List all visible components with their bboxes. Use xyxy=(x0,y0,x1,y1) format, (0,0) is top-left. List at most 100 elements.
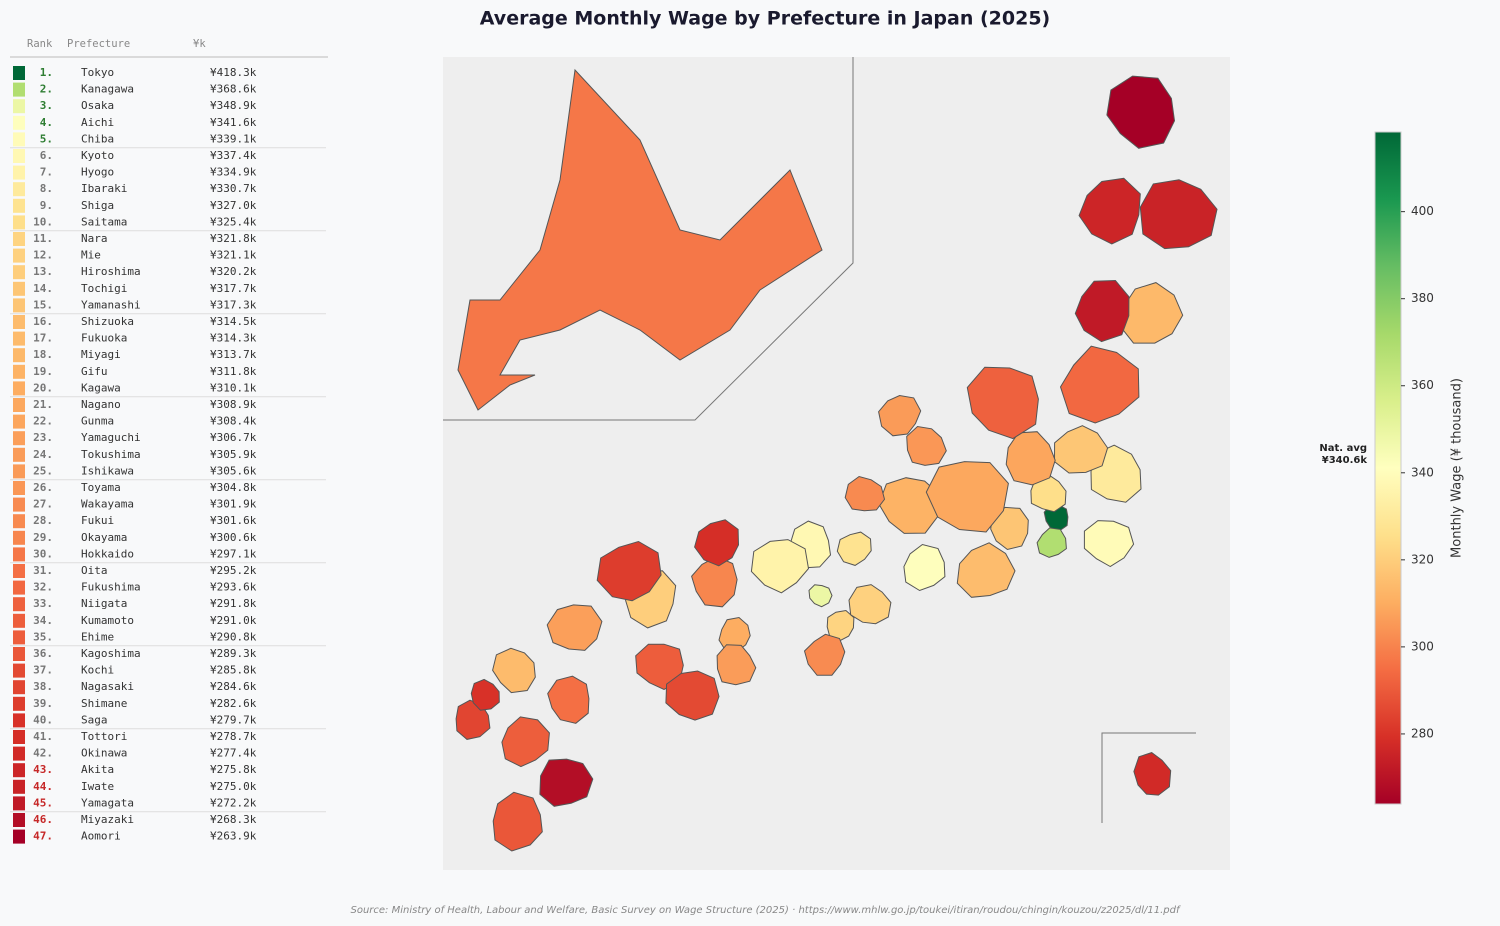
rank: 5. xyxy=(40,132,53,145)
rank: 2. xyxy=(40,83,53,96)
inset-frame xyxy=(1101,732,1196,823)
prefecture: Shiga xyxy=(81,199,114,212)
prefecture: Toyama xyxy=(81,481,121,494)
wage: ¥321.8k xyxy=(210,232,257,245)
colorbar-label: Monthly Wage (¥ thousand) xyxy=(1450,378,1465,558)
swatch xyxy=(13,82,25,97)
prefecture: Osaka xyxy=(81,99,114,112)
wage: ¥282.6k xyxy=(210,697,257,710)
rank: 24. xyxy=(33,448,53,461)
prefecture: Kochi xyxy=(81,664,114,677)
swatch xyxy=(13,182,25,197)
prefecture: Gifu xyxy=(81,365,108,378)
swatch xyxy=(13,763,25,778)
swatch xyxy=(13,115,25,130)
swatch xyxy=(13,248,25,263)
prefecture-shape xyxy=(694,519,740,567)
prefecture: Yamagata xyxy=(81,796,134,809)
rank: 21. xyxy=(33,398,53,411)
prefecture: Ishikawa xyxy=(81,464,134,477)
prefecture-shape xyxy=(1074,279,1130,343)
rank: 13. xyxy=(33,265,53,278)
prefecture-shape xyxy=(1106,75,1176,149)
rank: 45. xyxy=(33,796,53,809)
wage: ¥317.7k xyxy=(210,282,257,295)
rank: 47. xyxy=(33,830,53,843)
wage: ¥308.4k xyxy=(210,415,257,428)
swatch xyxy=(13,514,25,529)
wage: ¥291.0k xyxy=(210,614,257,627)
colorbar-tick-label: 300 xyxy=(1411,639,1434,653)
swatch xyxy=(13,597,25,612)
prefecture: Tochigi xyxy=(81,282,127,295)
prefecture-shape xyxy=(1083,520,1135,568)
wage: ¥314.5k xyxy=(210,315,257,328)
swatch xyxy=(13,414,25,429)
swatch xyxy=(13,364,25,379)
swatch xyxy=(13,713,25,728)
rank: 26. xyxy=(33,481,53,494)
swatch xyxy=(13,779,25,794)
colorbar-tick-label: 380 xyxy=(1411,291,1434,305)
rank: 46. xyxy=(33,813,53,826)
swatch xyxy=(13,398,25,412)
prefecture: Aichi xyxy=(81,116,114,129)
prefecture: Fukui xyxy=(81,514,114,527)
rank: 38. xyxy=(33,680,53,693)
rank: 16. xyxy=(33,315,53,328)
wage: ¥418.3k xyxy=(210,66,257,79)
rank: 43. xyxy=(33,763,53,776)
prefecture-shape xyxy=(966,366,1039,440)
prefecture-shape xyxy=(596,540,662,602)
wage: ¥293.6k xyxy=(210,581,257,594)
wage: ¥314.3k xyxy=(210,332,257,345)
swatch xyxy=(13,464,25,479)
wage: ¥334.9k xyxy=(210,166,257,179)
rank: 40. xyxy=(33,713,53,726)
rank: 20. xyxy=(33,381,53,394)
rank: 1. xyxy=(40,66,53,79)
prefecture: Oita xyxy=(81,564,108,577)
swatch xyxy=(13,149,25,163)
prefecture-shape xyxy=(492,647,536,694)
prefecture-shape xyxy=(1036,527,1067,558)
wage: ¥339.1k xyxy=(210,132,257,145)
prefecture: Mie xyxy=(81,249,101,262)
prefecture: Tokushima xyxy=(81,448,141,461)
swatch xyxy=(13,381,25,396)
swatch xyxy=(13,431,25,446)
swatch xyxy=(13,99,25,114)
prefecture-shape xyxy=(848,584,892,625)
swatch xyxy=(13,232,25,246)
prefecture-shape xyxy=(1133,752,1172,796)
rank: 7. xyxy=(40,166,53,179)
rank: 10. xyxy=(33,215,53,228)
prefecture-shape xyxy=(878,394,922,437)
rank: 25. xyxy=(33,464,53,477)
swatch xyxy=(13,547,25,562)
prefecture-shape xyxy=(492,791,543,852)
header-wage: ¥k xyxy=(193,38,206,50)
header-rank: Rank xyxy=(27,38,53,50)
prefecture-shape xyxy=(546,604,603,651)
wage: ¥310.1k xyxy=(210,381,257,394)
swatch xyxy=(13,481,25,495)
wage: ¥284.6k xyxy=(210,680,257,693)
wage: ¥278.7k xyxy=(210,730,257,743)
prefecture: Wakayama xyxy=(81,498,134,511)
rank: 23. xyxy=(33,431,53,444)
prefecture-shape xyxy=(547,675,590,724)
prefecture-shape xyxy=(1059,345,1140,424)
swatch xyxy=(13,331,25,346)
prefecture: Nara xyxy=(81,232,108,245)
prefecture: Okinawa xyxy=(81,747,127,760)
rank: 37. xyxy=(33,664,53,677)
prefecture: Hiroshima xyxy=(81,265,141,278)
swatch xyxy=(13,663,25,678)
rank: 33. xyxy=(33,597,53,610)
wage: ¥308.9k xyxy=(210,398,257,411)
rank: 41. xyxy=(33,730,53,743)
prefecture: Saga xyxy=(81,713,108,726)
rank: 6. xyxy=(40,149,53,162)
